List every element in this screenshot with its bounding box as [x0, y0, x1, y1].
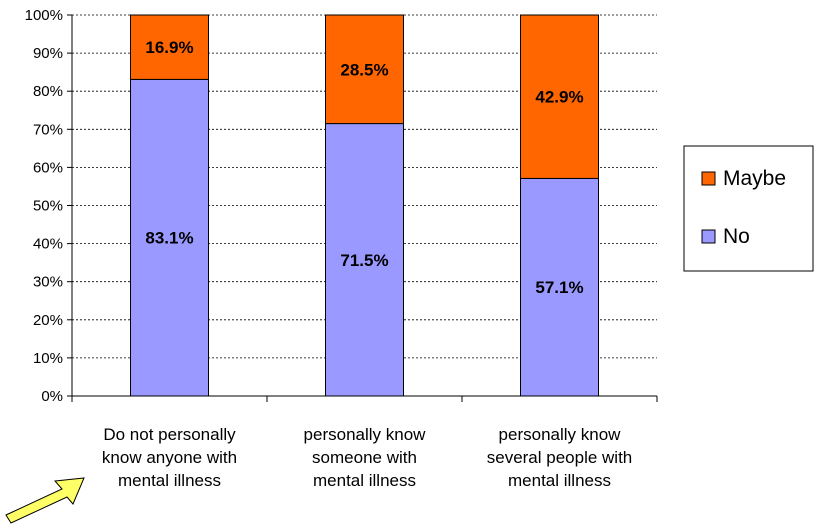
- x-category-label: mental illness: [508, 471, 611, 490]
- x-category-label: mental illness: [313, 471, 416, 490]
- x-category-label: know anyone with: [102, 448, 237, 467]
- y-tick-label: 70%: [33, 121, 63, 138]
- legend-label-maybe: Maybe: [723, 167, 786, 190]
- data-label: 57.1%: [535, 278, 583, 297]
- data-label: 71.5%: [340, 251, 388, 270]
- legend: Maybe No: [683, 145, 814, 272]
- data-label: 42.9%: [535, 88, 583, 107]
- x-category-label: someone with: [312, 448, 417, 467]
- y-tick-label: 50%: [33, 198, 63, 215]
- x-axis: Do not personally know anyone with mental …: [71, 395, 658, 490]
- bar-no-3: [520, 177, 599, 397]
- bar-maybe-3: [520, 14, 599, 179]
- legend-label-no: No: [723, 225, 750, 248]
- y-tick-label: 90%: [33, 45, 63, 62]
- bars: 83.1% 16.9% 71.5% 28.5% 57.1% 42.9%: [130, 14, 599, 397]
- legend-swatch-maybe: [701, 171, 716, 186]
- arrow-icon: [5, 477, 85, 524]
- bar-no-2: [325, 123, 404, 397]
- y-tick-label: 10%: [33, 350, 63, 367]
- legend-box: [683, 145, 814, 272]
- x-category-label: personally know: [304, 425, 427, 444]
- y-tick-label: 100%: [25, 7, 63, 24]
- legend-swatch-no: [701, 229, 716, 244]
- y-tick-label: 30%: [33, 274, 63, 291]
- y-tick-label: 80%: [33, 83, 63, 100]
- data-label: 83.1%: [145, 229, 193, 248]
- y-axis: 0% 10% 20% 30% 40% 50% 60% 70% 80% 90% 100%: [25, 7, 73, 405]
- y-tick-label: 60%: [33, 159, 63, 176]
- data-label: 28.5%: [340, 60, 388, 79]
- bar-maybe-2: [325, 14, 404, 125]
- y-tick-label: 0%: [41, 388, 63, 405]
- data-label: 16.9%: [145, 38, 193, 57]
- y-tick-label: 40%: [33, 236, 63, 253]
- bar-maybe-1: [130, 14, 209, 80]
- x-category-label: personally know: [499, 425, 622, 444]
- x-category-label: Do not personally: [103, 425, 236, 444]
- x-category-label: several people with: [487, 448, 633, 467]
- y-tick-label: 20%: [33, 312, 63, 329]
- x-category-label: mental illness: [118, 471, 221, 490]
